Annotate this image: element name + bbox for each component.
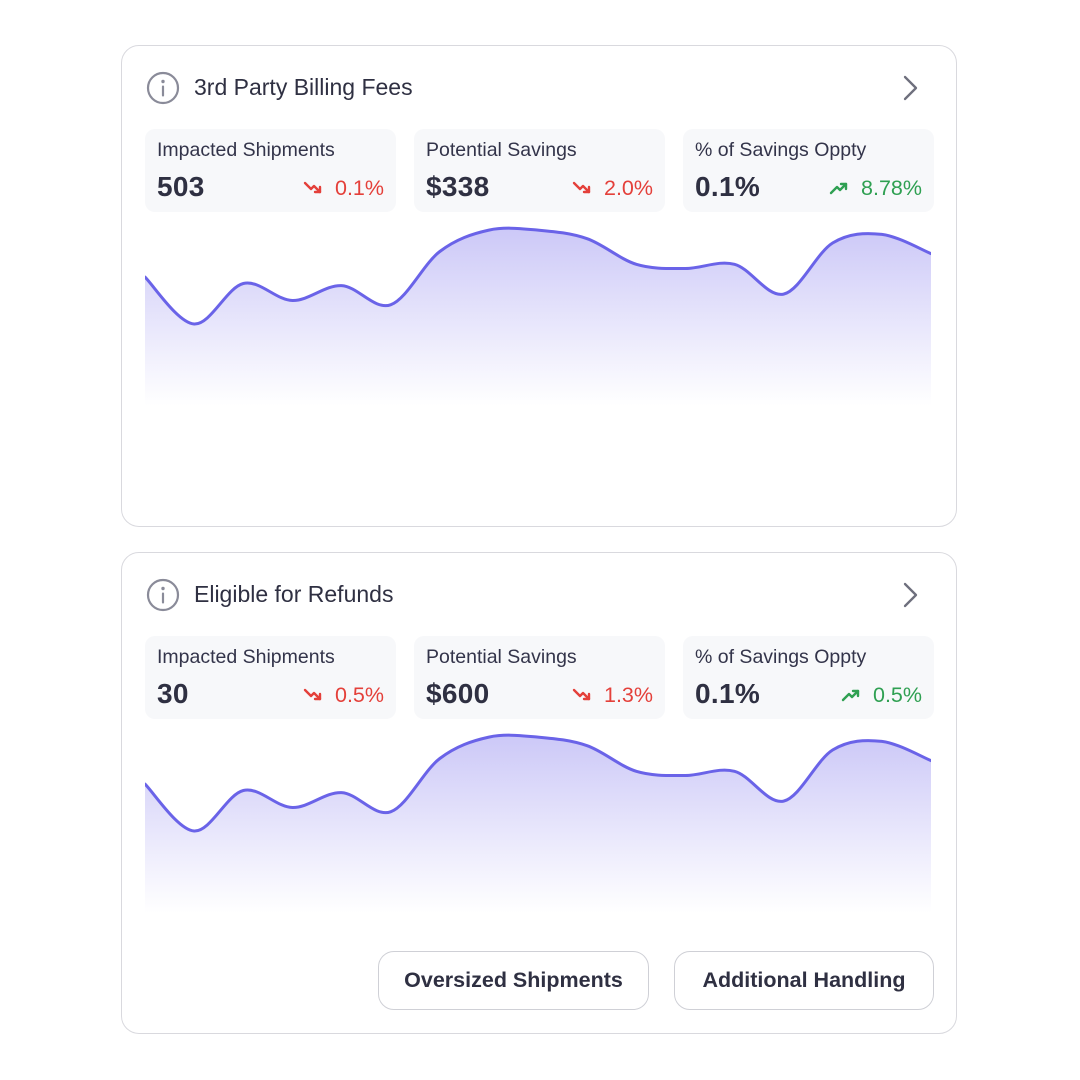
stat-value: $338 bbox=[426, 171, 490, 202]
sparkline-svg bbox=[145, 226, 931, 406]
stat-trend: 0.5% bbox=[841, 682, 922, 708]
stat-change: 1.3% bbox=[603, 682, 653, 707]
stat-value: 0.1% bbox=[695, 171, 761, 202]
card-header: 3rd Party Billing Fees bbox=[146, 70, 932, 106]
stat-impacted-shipments: Impacted Shipments 30 0.5% bbox=[145, 636, 396, 719]
info-icon bbox=[146, 71, 180, 105]
stat-change: 0.1% bbox=[334, 175, 384, 200]
stat-trend: 8.78% bbox=[829, 175, 922, 201]
trending-up-icon bbox=[841, 689, 860, 702]
stat-label: Potential Savings bbox=[426, 139, 577, 161]
stat-value: 0.1% bbox=[695, 678, 761, 709]
stat-value: 30 bbox=[157, 678, 189, 709]
stat-change: 2.0% bbox=[603, 175, 653, 200]
sparkline-area bbox=[145, 228, 931, 406]
sparkline-chart bbox=[145, 733, 931, 923]
stat-value: 503 bbox=[157, 171, 205, 202]
stat-savings-oppty: % of Savings Oppty 0.1% 0.5% bbox=[683, 636, 934, 719]
oversized-shipments-chip[interactable]: Oversized Shipments bbox=[378, 951, 649, 1010]
sparkline-chart bbox=[145, 226, 931, 416]
chevron-right-icon[interactable] bbox=[896, 74, 924, 102]
stat-trend: 2.0% bbox=[572, 175, 653, 201]
sparkline-area bbox=[145, 735, 931, 913]
trending-down-icon bbox=[572, 181, 591, 194]
stat-label: Potential Savings bbox=[426, 646, 577, 668]
stat-trend: 1.3% bbox=[572, 682, 653, 708]
card-title: Eligible for Refunds bbox=[194, 581, 394, 607]
stat-trend: 0.1% bbox=[303, 175, 384, 201]
stat-label: % of Savings Oppty bbox=[695, 646, 867, 668]
stat-label: Impacted Shipments bbox=[157, 139, 335, 161]
card-header: Eligible for Refunds bbox=[146, 577, 932, 613]
stat-label: Impacted Shipments bbox=[157, 646, 335, 668]
stat-potential-savings: Potential Savings $600 1.3% bbox=[414, 636, 665, 719]
stat-savings-oppty: % of Savings Oppty 0.1% 8.78% bbox=[683, 129, 934, 212]
trending-down-icon bbox=[303, 181, 322, 194]
stat-change: 0.5% bbox=[334, 682, 384, 707]
trending-down-icon bbox=[303, 688, 322, 701]
stat-change: 8.78% bbox=[861, 175, 922, 200]
stat-value: $600 bbox=[426, 678, 490, 709]
stat-trend: 0.5% bbox=[303, 682, 384, 708]
additional-handling-chip[interactable]: Additional Handling bbox=[674, 951, 934, 1010]
chip-row: Oversized Shipments Additional Handling bbox=[378, 951, 934, 1010]
billing-fees-card: 3rd Party Billing Fees Impacted Shipment… bbox=[121, 45, 957, 527]
stat-change: 0.5% bbox=[872, 682, 922, 707]
trending-up-icon bbox=[829, 182, 848, 195]
refunds-card: Eligible for Refunds Impacted Shipments … bbox=[121, 552, 957, 1034]
chevron-right-icon[interactable] bbox=[896, 581, 924, 609]
trending-down-icon bbox=[572, 688, 591, 701]
info-icon bbox=[146, 578, 180, 612]
stat-potential-savings: Potential Savings $338 2.0% bbox=[414, 129, 665, 212]
card-title: 3rd Party Billing Fees bbox=[194, 74, 413, 100]
sparkline-svg bbox=[145, 733, 931, 913]
stat-label: % of Savings Oppty bbox=[695, 139, 867, 161]
sparkline-line bbox=[145, 733, 931, 833]
sparkline-line bbox=[145, 226, 931, 326]
stat-impacted-shipments: Impacted Shipments 503 0.1% bbox=[145, 129, 396, 212]
